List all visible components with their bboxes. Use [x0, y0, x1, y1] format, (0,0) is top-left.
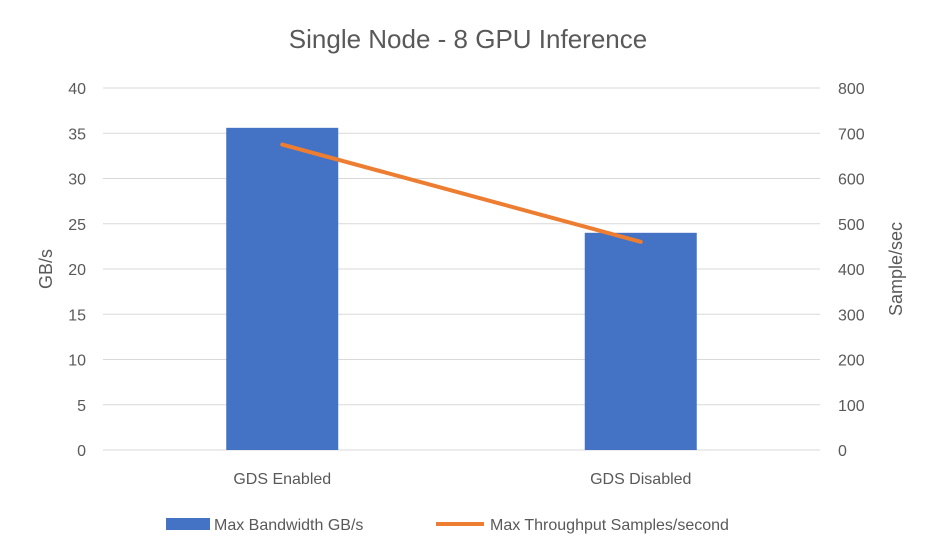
- category-axis-labels: GDS Enabled GDS Disabled: [233, 471, 691, 488]
- bar-gds-disabled: [584, 232, 697, 450]
- left-tick-label: 5: [77, 398, 86, 415]
- right-tick-label: 200: [838, 353, 865, 370]
- right-tick-label: 100: [838, 398, 865, 415]
- category-label: GDS Enabled: [233, 471, 331, 488]
- right-tick-label: 500: [838, 217, 865, 234]
- bar-series: [226, 127, 697, 450]
- left-tick-label: 10: [68, 353, 86, 370]
- right-tick-label: 300: [838, 307, 865, 324]
- gridlines: [103, 87, 820, 451]
- right-tick-label: 600: [838, 172, 865, 189]
- legend-label-bandwidth: Max Bandwidth GB/s: [214, 517, 363, 534]
- right-axis-title: Sample/sec: [886, 222, 906, 316]
- legend-swatch-bar: [166, 518, 210, 530]
- left-tick-label: 30: [68, 172, 86, 189]
- right-tick-label: 700: [838, 126, 865, 143]
- throughput-line: [280, 142, 643, 244]
- category-label: GDS Disabled: [590, 471, 691, 488]
- right-axis-ticks: 0 100 200 300 400 500 600 700 800: [838, 81, 865, 460]
- left-axis-ticks: 0 5 10 15 20 25 30 35 40: [68, 81, 86, 460]
- chart-title: Single Node - 8 GPU Inference: [289, 24, 647, 54]
- bar-gds-enabled: [226, 127, 339, 450]
- left-tick-label: 35: [68, 126, 86, 143]
- right-tick-label: 0: [838, 443, 847, 460]
- left-tick-label: 40: [68, 81, 86, 98]
- left-tick-label: 0: [77, 443, 86, 460]
- right-tick-label: 800: [838, 81, 865, 98]
- left-tick-label: 25: [68, 217, 86, 234]
- left-axis-title: GB/s: [36, 249, 56, 289]
- left-tick-label: 20: [68, 262, 86, 279]
- left-tick-label: 15: [68, 307, 86, 324]
- legend: Max Bandwidth GB/s Max Throughput Samples…: [166, 517, 729, 534]
- legend-label-throughput: Max Throughput Samples/second: [490, 517, 729, 534]
- right-tick-label: 400: [838, 262, 865, 279]
- line-series: [280, 142, 643, 244]
